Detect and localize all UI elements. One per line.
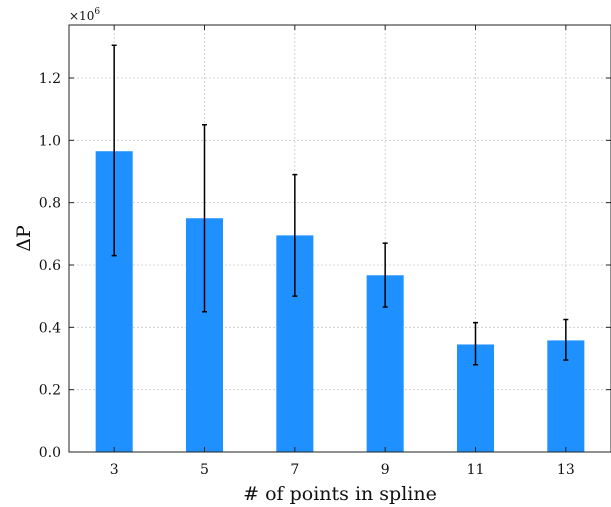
x-tick-label: 9	[381, 462, 390, 478]
y-tick-labels: 0.0 0.2 0.4 0.6 0.8 1.0 1.2	[39, 71, 61, 461]
ticks	[69, 25, 611, 453]
multiplier-base: ×10	[69, 9, 94, 23]
y-tick-label: 0.2	[39, 383, 61, 399]
x-tick-label: 3	[110, 462, 119, 478]
y-tick-label: 0.4	[39, 320, 61, 336]
y-tick-label: 0.0	[39, 445, 61, 461]
y-tick-label: 0.8	[39, 196, 61, 212]
x-axis-label: # of points in spline	[243, 483, 437, 505]
x-tick-labels: 3 5 7 9 11 13	[110, 462, 575, 478]
x-tick-label: 5	[200, 462, 209, 478]
plot-frame	[68, 24, 611, 453]
y-axis-multiplier: ×106	[69, 7, 100, 23]
y-tick-label: 1.2	[39, 71, 61, 87]
x-tick-label: 11	[467, 462, 485, 478]
x-tick-label: 13	[557, 462, 575, 478]
y-tick-label: 0.6	[39, 258, 61, 274]
bars	[95, 151, 585, 452]
multiplier-exponent: 6	[94, 7, 100, 17]
x-tick-label: 7	[290, 462, 299, 478]
error-bars	[111, 44, 569, 366]
grid	[69, 25, 611, 452]
y-axis-label: ΔP	[13, 225, 35, 252]
y-tick-label: 1.0	[39, 133, 61, 149]
